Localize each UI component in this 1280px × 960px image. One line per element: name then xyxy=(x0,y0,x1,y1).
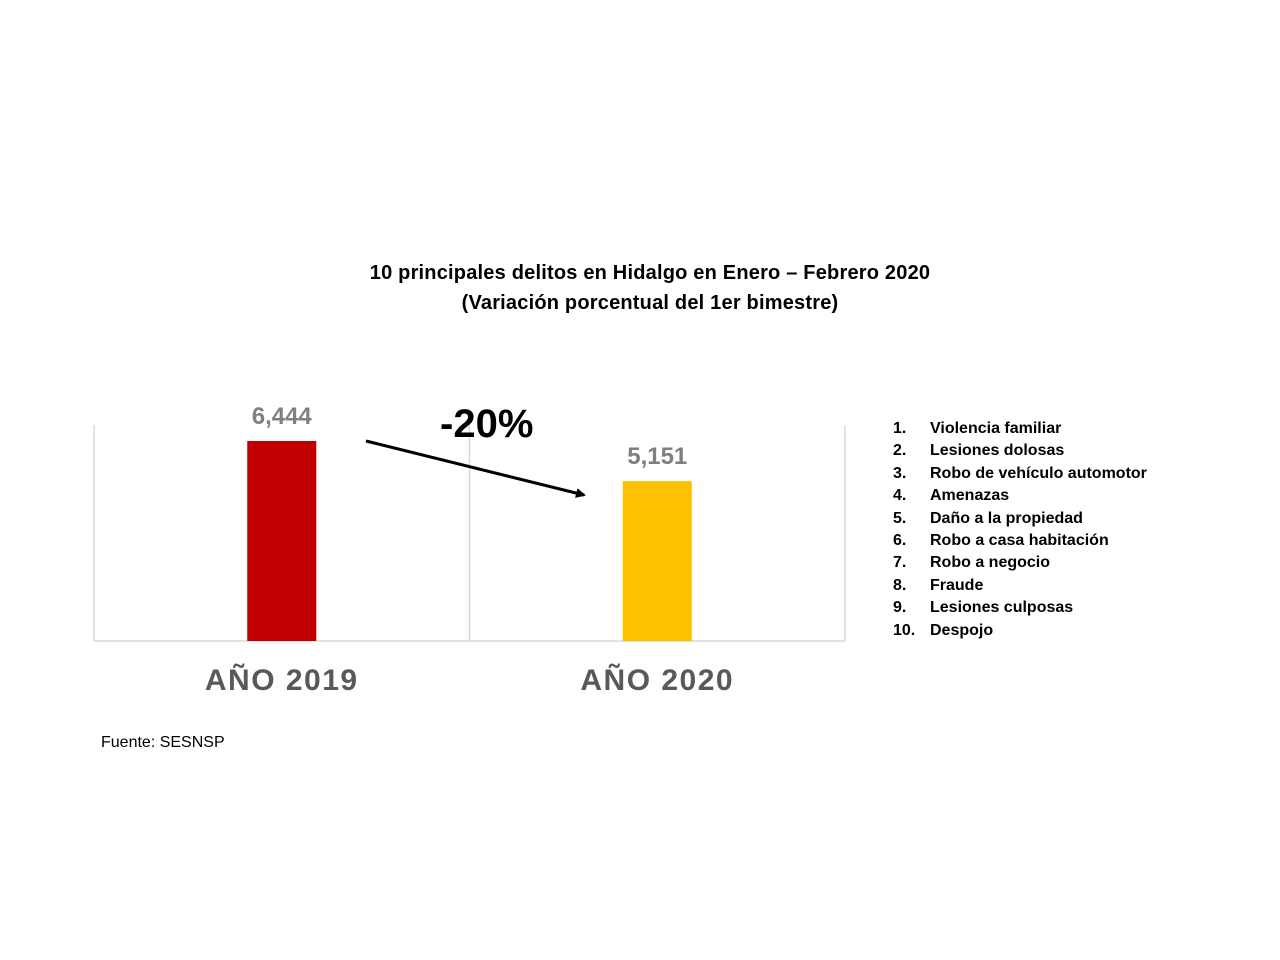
data-label: 6,444 xyxy=(251,403,312,430)
list-item-number: 2. xyxy=(893,442,907,460)
chart-title: 10 principales delitos en Hidalgo en Ene… xyxy=(0,258,1280,318)
list-item-number: 3. xyxy=(893,464,907,482)
bar-2020 xyxy=(622,481,692,641)
list-item: 10. Despojo xyxy=(893,620,1147,642)
list-item: 1. Violencia familiar xyxy=(893,418,1147,440)
category-label: AÑO 2020 xyxy=(580,664,735,697)
bar-2019 xyxy=(247,441,317,641)
list-item-label: Daño a la propiedad xyxy=(930,509,1083,527)
category-label: AÑO 2019 xyxy=(204,664,359,697)
list-item-number: 7. xyxy=(893,554,907,572)
list-item: 2. Lesiones dolosas xyxy=(893,440,1147,462)
list-item-label: Lesiones culposas xyxy=(930,599,1074,617)
list-item-label: Violencia familiar xyxy=(930,420,1062,437)
chart-title-line2: (Variación porcentual del 1er bimestre) xyxy=(461,292,839,314)
list-item-number: 4. xyxy=(893,487,907,505)
list-item-label: Robo de vehículo automotor xyxy=(930,464,1147,482)
list-item: 6. Robo a casa habitación xyxy=(893,530,1147,552)
trend-arrow xyxy=(365,439,586,498)
list-item: 9. Lesiones culposas xyxy=(893,597,1147,619)
list-item-label: Lesiones dolosas xyxy=(930,442,1065,460)
list-item-label: Despojo xyxy=(930,621,994,639)
list-item: 4. Amenazas xyxy=(893,485,1147,507)
data-label: 5,151 xyxy=(627,443,688,471)
list-item: 3. Robo de vehículo automotor xyxy=(893,463,1147,485)
list-item-label: Robo a casa habitación xyxy=(930,532,1109,550)
variation-annotation: -20% xyxy=(440,402,534,446)
list-item-number: 1. xyxy=(893,420,907,437)
list-item: 8. Fraude xyxy=(893,575,1147,597)
list-item-number: 5. xyxy=(893,509,907,527)
list-item-number: 8. xyxy=(893,576,907,594)
list-item: 7. Robo a negocio xyxy=(893,552,1147,574)
source-note: Fuente: SESNSP xyxy=(101,734,225,751)
list-item-number: 6. xyxy=(893,532,907,550)
list-item-label: Robo a negocio xyxy=(930,554,1050,572)
list-item-number: 10. xyxy=(893,621,916,639)
list-item-label: Amenazas xyxy=(930,487,1010,505)
list-item-label: Fraude xyxy=(930,576,984,594)
crime-list: 1. Violencia familiar 2. Lesiones dolosas 3.… xyxy=(893,418,1147,642)
list-item: 5. Daño a la propiedad xyxy=(893,508,1147,530)
chart-title-line1: 10 principales delitos en Hidalgo en Ene… xyxy=(369,262,931,284)
list-item-number: 9. xyxy=(893,599,907,617)
